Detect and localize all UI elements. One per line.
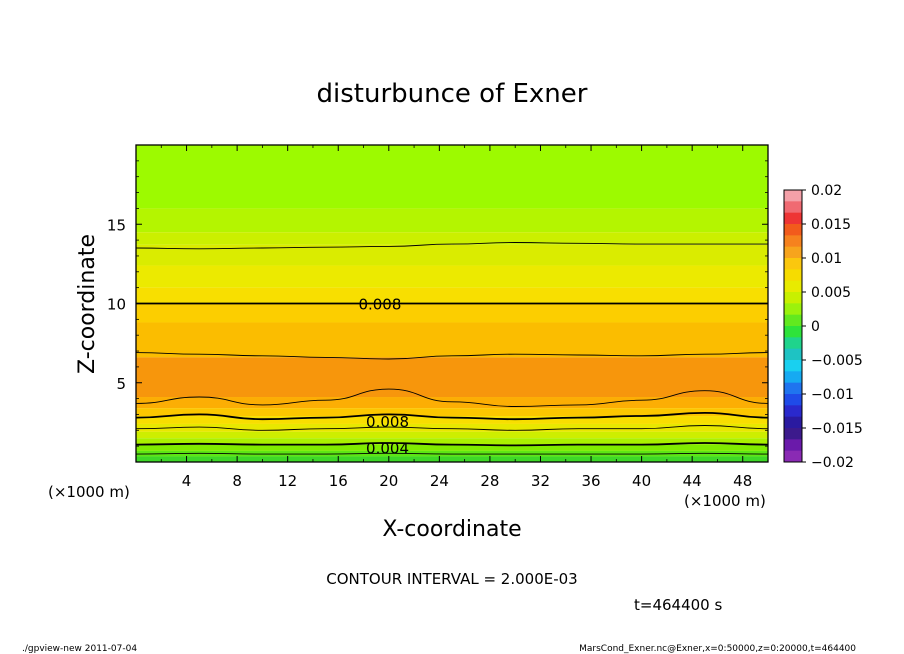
band-7 (136, 322, 768, 358)
band-1 (136, 208, 768, 233)
colorbar-tick-label-6: −0.01 (811, 387, 854, 403)
colorbar-swatch-16 (784, 371, 802, 384)
colorbar-tick-label-8: −0.02 (811, 455, 854, 471)
band-14 (136, 438, 768, 445)
x-tick-label-44: 44 (683, 472, 702, 490)
time-stamp: t=464400 s (634, 596, 722, 614)
contour-interval: CONTOUR INTERVAL = 2.000E-03 (326, 570, 577, 588)
band-10 (136, 408, 768, 417)
x-axis-label: X-coordinate (382, 517, 521, 542)
contour-label-2: 0.004 (366, 440, 409, 458)
band-12 (136, 423, 768, 432)
y-axis-ticks: 5 10 15 (107, 160, 768, 447)
contour-2.9 (135, 411, 769, 421)
colorbar-swatch-23 (784, 450, 802, 463)
band-5 (136, 287, 768, 304)
band-6 (136, 303, 768, 323)
band-17 (136, 456, 768, 462)
x-tick-label-24: 24 (430, 472, 449, 490)
x-unit-label-right: (×1000 m) (684, 492, 766, 510)
colorbar-swatch-2 (784, 212, 802, 225)
colorbar-swatch-8 (784, 280, 802, 293)
colorbar-swatches (784, 190, 802, 463)
colorbar-swatch-3 (784, 224, 802, 236)
colorbar-swatch-17 (784, 382, 802, 395)
band-15 (136, 444, 768, 451)
band-0 (136, 145, 768, 209)
x-tick-label-32: 32 (531, 472, 550, 490)
band-8 (136, 357, 768, 398)
x-tick-label-8: 8 (232, 472, 242, 490)
colorbar-tick-labels: 0.02 0.015 0.01 0.005 0 −0.005 −0.01 −0.015 −0.0… (802, 183, 863, 471)
contour-labels: 0.008 0.008 0.004 (358, 296, 409, 458)
colorbar-swatch-21 (784, 428, 802, 440)
contour-6.8 (135, 352, 769, 360)
filled-bands (136, 145, 768, 462)
band-4 (136, 265, 768, 288)
contour-0.5 (135, 452, 769, 455)
footer-left: ./gpview-new 2011-07-04 (22, 644, 137, 654)
contour-lines (135, 242, 769, 455)
colorbar-tick-label-7: −0.015 (811, 421, 863, 437)
footer-right: MarsCond_Exner.nc@Exner,x=0:50000,z=0:20… (579, 644, 856, 654)
x-axis-ticks: 4 8 12 16 20 24 28 32 36 40 44 48 (160, 145, 752, 490)
band-11 (136, 416, 768, 424)
colorbar-swatch-10 (784, 303, 802, 316)
colorbar-tick-label-1: 0.015 (811, 217, 851, 233)
y-tick-label-15: 15 (107, 216, 126, 234)
x-tick-label-28: 28 (480, 472, 499, 490)
band-2 (136, 232, 768, 245)
contour-2.1 (135, 425, 769, 431)
colorbar-swatch-0 (784, 190, 802, 202)
colorbar-swatch-9 (784, 292, 802, 304)
contour-label-1: 0.008 (366, 413, 409, 431)
colorbar-tick-label-4: 0 (811, 319, 820, 335)
colorbar-swatch-14 (784, 348, 802, 361)
colorbar-swatch-20 (784, 416, 802, 429)
colorbar-tick-label-3: 0.005 (811, 285, 851, 301)
colorbar-swatch-11 (784, 314, 802, 327)
colorbar-swatch-6 (784, 258, 802, 270)
colorbar-swatch-15 (784, 360, 802, 372)
colorbar-tick-label-5: −0.005 (811, 353, 863, 369)
colorbar-swatch-1 (784, 201, 802, 214)
contour-13.7 (135, 242, 768, 250)
band-3 (136, 244, 768, 266)
x-tick-label-40: 40 (632, 472, 651, 490)
colorbar-tick-label-0: 0.02 (811, 183, 842, 199)
x-tick-label-4: 4 (182, 472, 192, 490)
colorbar-swatch-19 (784, 405, 802, 418)
colorbar-swatch-18 (784, 394, 802, 406)
x-tick-label-48: 48 (733, 472, 752, 490)
band-13 (136, 431, 768, 439)
colorbar-swatch-7 (784, 269, 802, 282)
x-tick-label-16: 16 (329, 472, 348, 490)
y-axis-label: Z-coordinate (75, 234, 100, 374)
y-tick-label-10: 10 (107, 296, 126, 314)
colorbar-swatch-12 (784, 326, 802, 338)
y-tick-label-5: 5 (116, 375, 126, 393)
x-tick-label-36: 36 (581, 472, 600, 490)
x-tick-label-20: 20 (379, 472, 398, 490)
colorbar: 0.02 0.015 0.01 0.005 0 −0.005 −0.01 −0.015 −0.0… (783, 183, 863, 471)
colorbar-swatch-22 (784, 439, 802, 452)
x-tick-label-12: 12 (278, 472, 297, 490)
contour-4 (135, 388, 769, 407)
chart-title: disturbunce of Exner (317, 79, 588, 109)
colorbar-swatch-5 (784, 246, 802, 259)
contour-1.1 (135, 442, 769, 447)
colorbar-swatch-4 (784, 235, 802, 248)
contour-label-0: 0.008 (358, 296, 401, 314)
colorbar-swatch-13 (784, 337, 802, 350)
band-9 (136, 397, 768, 409)
colorbar-tick-label-2: 0.01 (811, 251, 842, 267)
x-unit-label-left: (×1000 m) (48, 483, 130, 501)
